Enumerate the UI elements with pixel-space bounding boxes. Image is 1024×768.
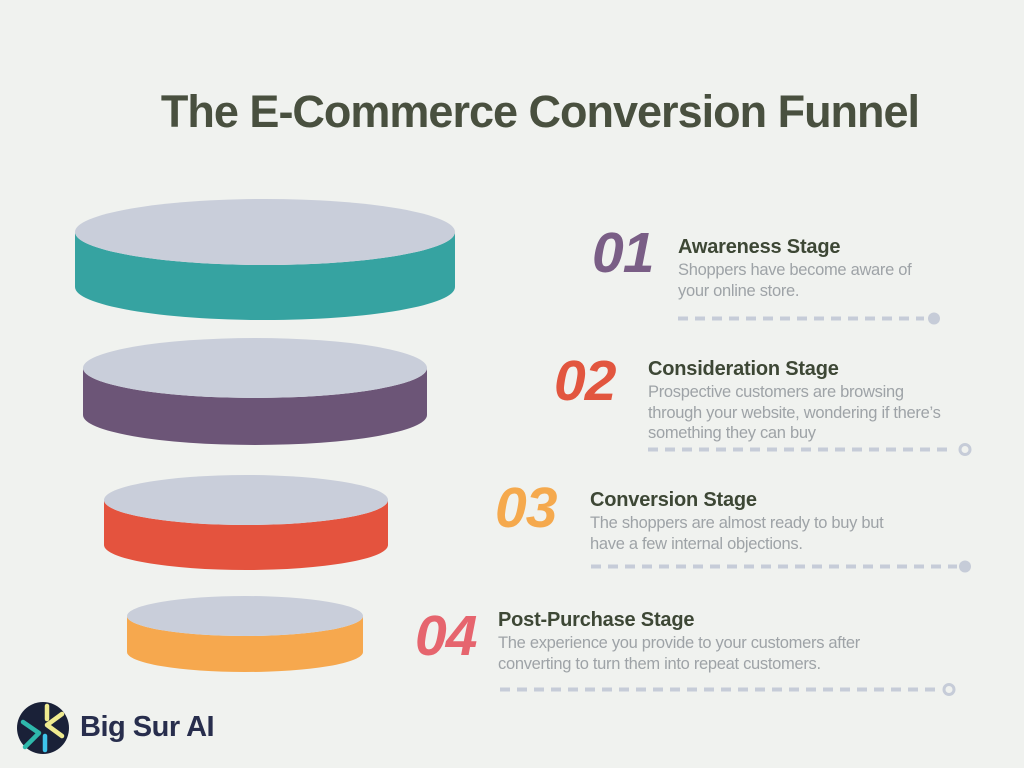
description-line: have a few internal objections. — [590, 534, 803, 553]
funnel-disc-side — [127, 616, 363, 672]
funnel-disc-awareness — [75, 199, 455, 320]
stage-3-number: 03 — [495, 476, 557, 540]
funnel-disc-top — [83, 338, 427, 398]
divider-end-dot — [928, 312, 940, 325]
funnel-disc-side — [83, 368, 427, 445]
stage-4-text: Post-Purchase Stage The experience you p… — [498, 610, 860, 674]
description-line: through your website, wondering if there… — [648, 403, 941, 422]
divider-end-dot — [959, 560, 971, 573]
stage-3-title: Conversion Stage — [590, 489, 757, 511]
funnel-disc-side — [75, 232, 455, 320]
description-line: Shoppers have become aware of — [678, 261, 912, 279]
funnel-disc-side — [104, 500, 388, 570]
page-title: The E-Commerce Conversion Funnel — [160, 86, 920, 137]
stage-1-title: Awareness Stage — [678, 236, 841, 258]
brand-logo-text: Big Sur AI — [80, 711, 215, 743]
stage-3-text: Conversion Stage The shoppers are almost… — [590, 489, 884, 554]
stage-4-number: 04 — [415, 604, 477, 668]
stage-3-description: The shoppers are almost ready to buy but… — [590, 513, 884, 554]
stage-1-description: Shoppers have become aware of your onlin… — [678, 260, 912, 301]
stage-4-description: The experience you provide to your custo… — [498, 633, 860, 674]
stage-1-number: 01 — [592, 221, 654, 285]
brand-logo: Big Sur AI — [17, 702, 277, 754]
stage-2-text: Consideration Stage Prospective customer… — [648, 359, 941, 444]
description-line: your online store. — [678, 281, 800, 300]
description-line: The shoppers are almost ready to buy but — [590, 514, 884, 532]
stage-1-text: Awareness Stage Shoppers have become awa… — [678, 236, 912, 301]
funnel-disc-top — [104, 475, 388, 525]
stage-3-divider — [591, 560, 971, 573]
stage-4-title: Post-Purchase Stage — [498, 609, 695, 631]
stage-4-divider — [500, 683, 956, 696]
divider-end-ring — [942, 683, 956, 696]
brand-logo-icon — [17, 702, 69, 754]
stage-2-title: Consideration Stage — [648, 358, 839, 380]
stage-2-description: Prospective customers are browsing throu… — [648, 382, 941, 444]
logo-cyan-chevron — [20, 719, 42, 750]
logo-yellow-chevron — [44, 711, 65, 739]
funnel-disc-conversion — [104, 475, 388, 570]
divider-end-ring — [958, 443, 972, 456]
description-line: The experience you provide to your custo… — [498, 634, 860, 652]
funnel-disc-post-purchase — [127, 596, 363, 672]
stage-2-number: 02 — [554, 349, 616, 413]
funnel-disc-top — [127, 596, 363, 636]
stage-2-divider — [648, 443, 972, 456]
description-line: Prospective customers are browsing — [648, 383, 904, 401]
funnel-disc-consideration — [83, 338, 427, 445]
description-line: converting to turn them into repeat cust… — [498, 654, 821, 673]
description-line: something they can buy — [648, 424, 816, 442]
stage-1-divider — [678, 312, 940, 325]
funnel-disc-top — [75, 199, 455, 265]
